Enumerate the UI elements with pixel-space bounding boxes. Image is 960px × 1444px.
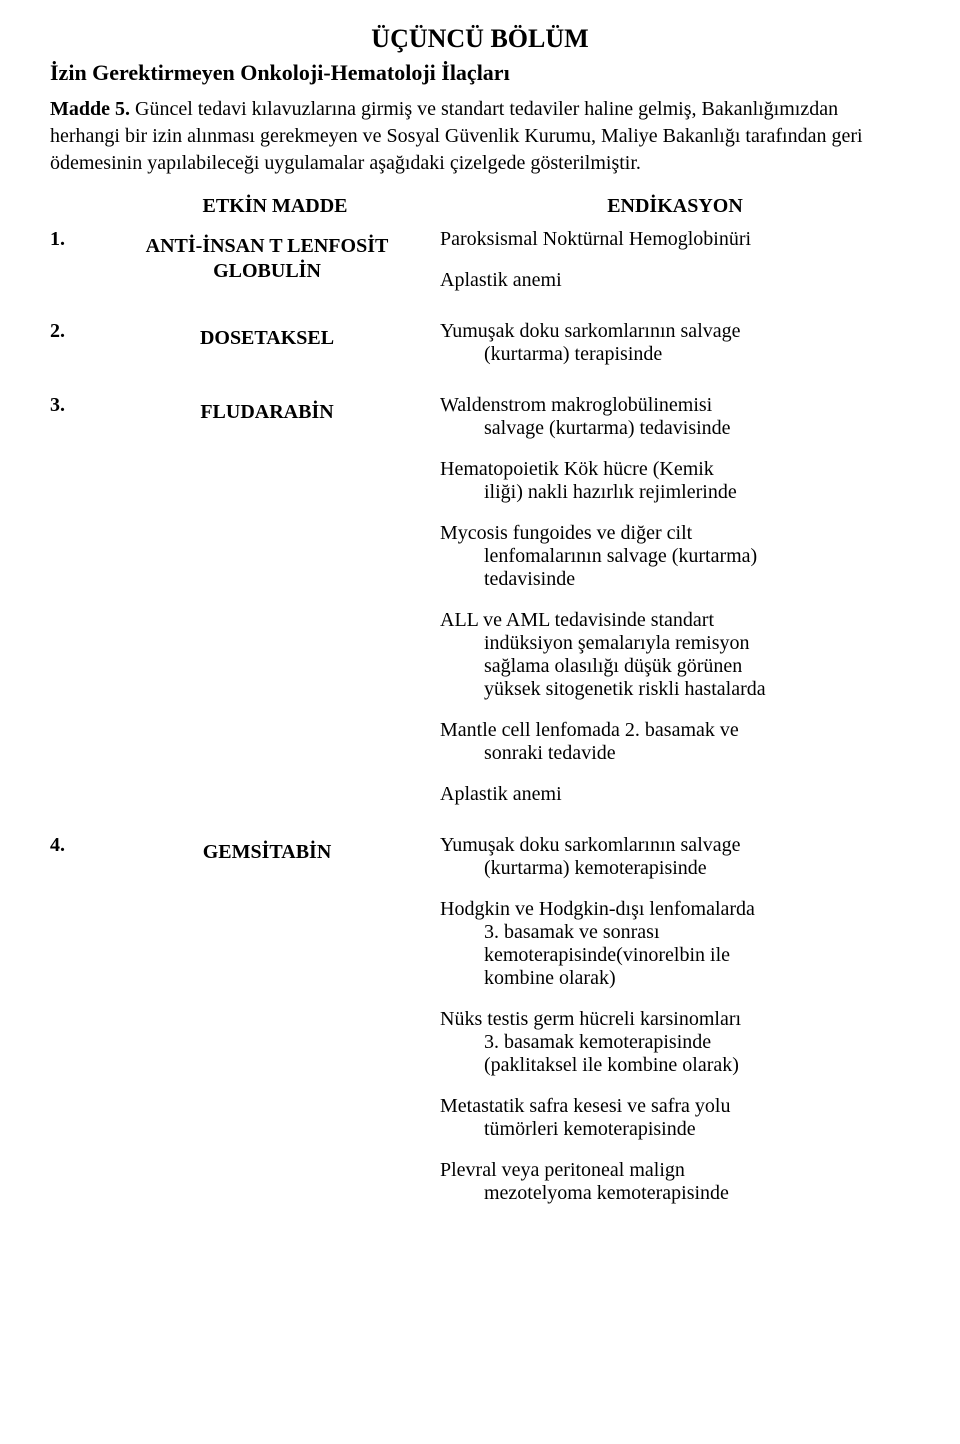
row-separator [50,824,910,834]
indication-first-line: Yumuşak doku sarkomlarının salvage [440,834,910,857]
indication-block: Yumuşak doku sarkomlarının salvage(kurta… [440,834,910,880]
indication-block: Paroksismal Noktürnal Hemoglobinüri [440,228,910,251]
indication-cont-line: lenfomalarının salvage (kurtarma) [440,545,910,568]
indication-first-line: Mantle cell lenfomada 2. basamak ve [440,719,910,742]
etkin-madde-line: ANTİ-İNSAN T LENFOSİT [110,234,424,259]
etkin-madde-line: GEMSİTABİN [110,840,424,865]
drug-table: ETKİN MADDE ENDİKASYON 1.ANTİ-İNSAN T LE… [50,195,910,1233]
indication-cont-line: mezotelyoma kemoterapisinde [440,1182,910,1205]
indication-first-line: Nüks testis germ hücreli karsinomları [440,1008,910,1031]
indication-cont-line: (kurtarma) kemoterapisinde [440,857,910,880]
table-row: 3.FLUDARABİN Waldenstrom makroglobülinemi… [50,394,910,824]
row-separator [50,1223,910,1233]
header-endikasyon: ENDİKASYON [440,195,910,218]
indication-cont-line: sonraki tedavide [440,742,910,765]
indication-first-line: Aplastik anemi [440,783,910,806]
table-body: 1.ANTİ-İNSAN T LENFOSİTGLOBULİNParoksism… [50,228,910,1233]
etkin-madde-line: FLUDARABİN [110,400,424,425]
indication-cont-line: kemoterapisinde(vinorelbin ile [440,944,910,967]
indication-first-line: Metastatik safra kesesi ve safra yolu [440,1095,910,1118]
etkin-madde-line: DOSETAKSEL [110,326,424,351]
indication-cont-line: 3. basamak kemoterapisinde [440,1031,910,1054]
indication-first-line: Hematopoietik Kök hücre (Kemik [440,458,910,481]
indication-cont-line: tümörleri kemoterapisinde [440,1118,910,1141]
indication-cont-line: (paklitaksel ile kombine olarak) [440,1054,910,1077]
chapter-title: ÜÇÜNCÜ BÖLÜM [50,24,910,54]
row-number: 1. [50,228,110,251]
indication-block: Yumuşak doku sarkomlarının salvage(kurta… [440,320,910,366]
indication-block: Aplastik anemi [440,269,910,292]
indication-cont-line: sağlama olasılığı düşük görünen [440,655,910,678]
row-number: 3. [50,394,110,417]
indication-block: Mycosis fungoides ve diğer ciltlenfomala… [440,522,910,591]
indication-first-line: Mycosis fungoides ve diğer cilt [440,522,910,545]
intro-paragraph: Madde 5. Güncel tedavi kılavuzlarına gir… [50,96,910,177]
row-number: 2. [50,320,110,343]
indication-block: Nüks testis germ hücreli karsinomları3. … [440,1008,910,1077]
etkin-madde-cell: ANTİ-İNSAN T LENFOSİTGLOBULİN [110,228,440,284]
etkin-madde-line: GLOBULİN [110,259,424,284]
etkin-madde-cell: DOSETAKSEL [110,320,440,351]
indication-block: Plevral veya peritoneal malignmezotelyom… [440,1159,910,1205]
indication-first-line: ALL ve AML tedavisinde standart [440,609,910,632]
indication-block: Hodgkin ve Hodgkin-dışı lenfomalarda3. b… [440,898,910,990]
indication-block: Aplastik anemi [440,783,910,806]
row-separator [50,310,910,320]
indication-block: Mantle cell lenfomada 2. basamak vesonra… [440,719,910,765]
endikasyon-cell: Waldenstrom makroglobülinemisisalvage (k… [440,394,910,824]
indication-cont-line: indüksiyon şemalarıyla remisyon [440,632,910,655]
indication-first-line: Paroksismal Noktürnal Hemoglobinüri [440,228,910,251]
madde-label: Madde 5. [50,98,130,120]
indication-block: Hematopoietik Kök hücre (Kemikiliği) nak… [440,458,910,504]
indication-cont-line: 3. basamak ve sonrası [440,921,910,944]
document-page: ÜÇÜNCÜ BÖLÜM İzin Gerektirmeyen Onkoloji… [0,0,960,1444]
indication-first-line: Plevral veya peritoneal malign [440,1159,910,1182]
indication-first-line: Waldenstrom makroglobülinemisi [440,394,910,417]
indication-cont-line: (kurtarma) terapisinde [440,343,910,366]
etkin-madde-cell: GEMSİTABİN [110,834,440,865]
etkin-madde-cell: FLUDARABİN [110,394,440,425]
section-heading: İzin Gerektirmeyen Onkoloji-Hematoloji İ… [50,60,910,86]
indication-first-line: Yumuşak doku sarkomlarının salvage [440,320,910,343]
table-row: 1.ANTİ-İNSAN T LENFOSİTGLOBULİNParoksism… [50,228,910,310]
indication-cont-line: salvage (kurtarma) tedavisinde [440,417,910,440]
indication-cont-line: tedavisinde [440,568,910,591]
indication-cont-line: kombine olarak) [440,967,910,990]
indication-first-line: Hodgkin ve Hodgkin-dışı lenfomalarda [440,898,910,921]
header-etkin-madde: ETKİN MADDE [110,195,440,218]
indication-block: Metastatik safra kesesi ve safra yolutüm… [440,1095,910,1141]
indication-first-line: Aplastik anemi [440,269,910,292]
indication-block: Waldenstrom makroglobülinemisisalvage (k… [440,394,910,440]
intro-text: Güncel tedavi kılavuzlarına girmiş ve st… [50,98,863,174]
table-row: 4.GEMSİTABİN Yumuşak doku sarkomlarının s… [50,834,910,1223]
indication-cont-line: iliği) nakli hazırlık rejimlerinde [440,481,910,504]
endikasyon-cell: Yumuşak doku sarkomlarının salvage(kurta… [440,320,910,384]
table-header-row: ETKİN MADDE ENDİKASYON [50,195,910,218]
indication-block: ALL ve AML tedavisinde standartindüksiyo… [440,609,910,701]
endikasyon-cell: Paroksismal Noktürnal Hemoglobinüri Aplas… [440,228,910,310]
row-number: 4. [50,834,110,857]
table-row: 2.DOSETAKSEL Yumuşak doku sarkomlarının s… [50,320,910,384]
indication-cont-line: yüksek sitogenetik riskli hastalarda [440,678,910,701]
endikasyon-cell: Yumuşak doku sarkomlarının salvage(kurta… [440,834,910,1223]
row-separator [50,384,910,394]
